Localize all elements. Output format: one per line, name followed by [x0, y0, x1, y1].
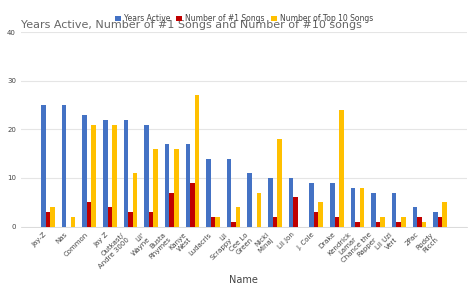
Bar [442, 202, 447, 227]
Bar [371, 192, 376, 227]
Bar [108, 207, 112, 227]
Bar [211, 217, 215, 227]
Bar [165, 144, 169, 227]
Bar [417, 217, 421, 227]
Bar [206, 159, 211, 227]
Bar [330, 183, 335, 227]
Bar [231, 222, 236, 227]
Legend: Years Active, Number of #1 Songs, Number of Top 10 Songs: Years Active, Number of #1 Songs, Number… [111, 11, 376, 26]
Bar [355, 222, 360, 227]
Bar [360, 188, 364, 227]
Bar [319, 202, 323, 227]
Bar [103, 120, 108, 227]
Bar [339, 110, 344, 227]
Bar [174, 149, 179, 227]
Bar [169, 192, 174, 227]
Bar [91, 125, 96, 227]
Bar [433, 212, 438, 227]
Bar [401, 217, 405, 227]
Bar [41, 105, 46, 227]
Bar [289, 178, 293, 227]
Bar [112, 125, 117, 227]
Bar [310, 183, 314, 227]
Bar [71, 217, 75, 227]
Bar [149, 212, 154, 227]
Bar [124, 120, 128, 227]
Bar [277, 139, 282, 227]
Bar [195, 95, 199, 227]
Bar [154, 149, 158, 227]
Bar [380, 217, 385, 227]
Bar [236, 207, 240, 227]
Bar [62, 105, 66, 227]
Bar [293, 197, 298, 227]
Bar [335, 217, 339, 227]
Bar [396, 222, 401, 227]
Bar [50, 207, 55, 227]
Bar [421, 222, 426, 227]
Bar [412, 207, 417, 227]
Bar [273, 217, 277, 227]
Bar [376, 222, 380, 227]
Bar [128, 212, 133, 227]
Bar [256, 192, 261, 227]
Bar [144, 125, 149, 227]
Text: Years Active, Number of #1 Songs and Number of #10 songs: Years Active, Number of #1 Songs and Num… [21, 20, 362, 30]
Bar [247, 173, 252, 227]
Bar [392, 192, 396, 227]
Bar [351, 188, 355, 227]
Bar [438, 217, 442, 227]
Bar [133, 173, 137, 227]
Bar [227, 159, 231, 227]
Bar [82, 115, 87, 227]
Bar [268, 178, 273, 227]
X-axis label: Name: Name [229, 275, 258, 285]
Bar [46, 212, 50, 227]
Bar [314, 212, 319, 227]
Bar [215, 217, 220, 227]
Bar [190, 183, 195, 227]
Bar [185, 144, 190, 227]
Bar [87, 202, 91, 227]
